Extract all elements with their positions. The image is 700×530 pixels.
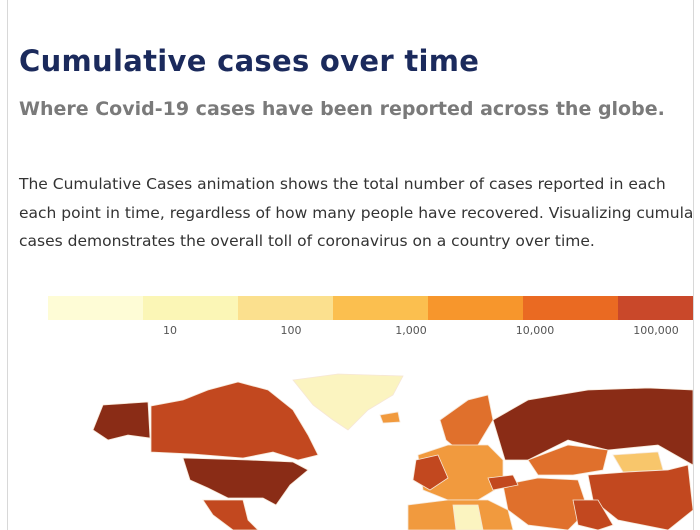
legend-tick: 10,000	[515, 324, 555, 337]
legend-swatch-2	[238, 296, 333, 320]
page-title: Cumulative cases over time	[19, 44, 480, 78]
legend-swatch-0	[48, 296, 143, 320]
description-line: The Cumulative Cases animation shows the…	[19, 175, 666, 193]
region-alaska	[92, 401, 151, 441]
region-kazakhstan	[527, 444, 609, 476]
world-map	[92, 373, 693, 530]
region-usa	[182, 457, 309, 506]
region-turkey	[487, 474, 519, 491]
legend-swatch-6	[618, 296, 693, 320]
region-western-europe	[412, 454, 449, 491]
description-paragraph: The Cumulative Cases animation shows the…	[19, 170, 694, 256]
region-russia	[492, 387, 693, 466]
region-scandinavia	[439, 394, 494, 451]
page-subtitle: Where Covid-19 cases have been reported …	[19, 98, 665, 120]
description-line: each point in time, regardless of how ma…	[19, 203, 694, 222]
region-mexico	[202, 499, 259, 530]
legend-tick: 100	[280, 324, 302, 337]
region-canada	[150, 381, 319, 461]
region-iceland	[379, 411, 401, 424]
color-legend	[48, 296, 693, 320]
legend-tick: 10	[163, 324, 177, 337]
legend-tick: 1,000	[395, 324, 427, 337]
region-mongolia	[612, 451, 664, 473]
legend-swatch-1	[143, 296, 238, 320]
legend-swatch-4	[428, 296, 523, 320]
region-greenland	[292, 373, 404, 431]
region-libya	[452, 504, 484, 530]
region-india	[572, 499, 614, 530]
description-line: cases demonstrates the overall toll of c…	[19, 232, 595, 250]
legend-swatch-3	[333, 296, 428, 320]
legend-swatch-5	[523, 296, 618, 320]
content-panel: Cumulative cases over time Where Covid-1…	[7, 0, 694, 530]
legend-tick: 100,000	[633, 324, 679, 337]
